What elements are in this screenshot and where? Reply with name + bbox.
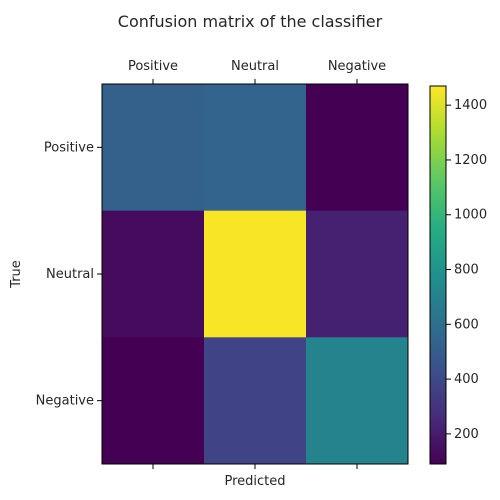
heatmap-cell bbox=[102, 337, 205, 465]
y-tick-label: Neutral bbox=[46, 267, 94, 282]
x-tick-labels: Positive Neutral Negative bbox=[128, 59, 386, 469]
heatmap-cell bbox=[306, 84, 409, 212]
y-tick-label: Positive bbox=[44, 140, 94, 155]
colorbar-tick-label: 400 bbox=[454, 372, 479, 387]
x-axis-label: Predicted bbox=[224, 474, 285, 489]
heatmap-cell bbox=[306, 210, 409, 338]
colorbar-ticks: 200 400 600 800 1000 1200 1400 bbox=[446, 98, 487, 442]
colorbar-tick-label: 800 bbox=[454, 263, 479, 278]
colorbar-tick-label: 200 bbox=[454, 427, 479, 442]
colorbar-tick-label: 1200 bbox=[454, 153, 487, 168]
y-tick-labels: Positive Neutral Negative bbox=[36, 140, 102, 409]
x-tick-label: Negative bbox=[328, 59, 386, 74]
x-tick-label: Positive bbox=[128, 59, 178, 74]
heatmap-cell bbox=[204, 210, 307, 338]
heatmap-cell bbox=[204, 84, 307, 212]
colorbar bbox=[429, 85, 447, 465]
heatmap-cell bbox=[306, 337, 409, 465]
colorbar-tick-label: 1400 bbox=[454, 98, 487, 113]
colorbar-tick-label: 1000 bbox=[454, 208, 487, 223]
heatmap-cells bbox=[102, 84, 409, 465]
colorbar-tick-label: 600 bbox=[454, 317, 479, 332]
heatmap-cell bbox=[102, 210, 205, 338]
y-axis-label: True bbox=[9, 260, 24, 289]
heatmap-cell bbox=[102, 84, 205, 212]
x-tick-label: Neutral bbox=[231, 59, 279, 74]
heatmap-cell bbox=[204, 337, 307, 465]
y-tick-label: Negative bbox=[36, 394, 94, 409]
chart-title: Confusion matrix of the classifier bbox=[118, 12, 383, 31]
